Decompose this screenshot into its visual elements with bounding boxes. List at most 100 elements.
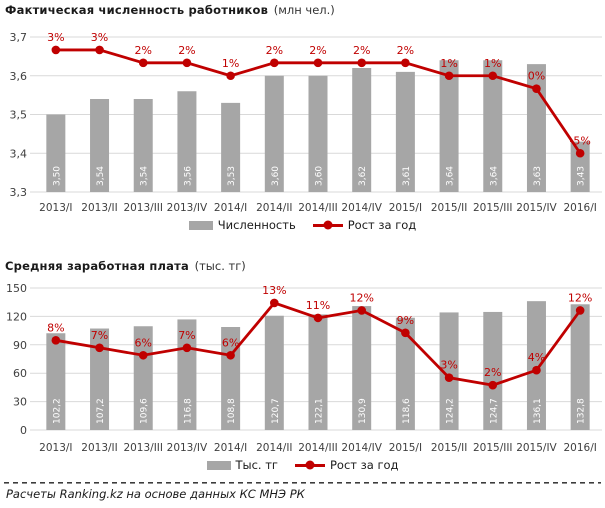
bar — [308, 314, 328, 430]
x-tick-label: 2013/II — [81, 442, 117, 454]
line-point — [51, 45, 61, 55]
line-point — [182, 58, 192, 68]
line-point — [270, 58, 279, 68]
line-point — [270, 298, 279, 308]
bar-value-label: 3,60 — [315, 166, 325, 186]
x-tick-label: 2013/I — [39, 202, 72, 214]
bar-value-label: 3,53 — [227, 166, 237, 186]
y-tick-label: 60 — [13, 367, 27, 380]
line-point — [51, 336, 61, 345]
percent-label: 12% — [568, 291, 592, 304]
line-legend-swatch — [312, 220, 343, 230]
x-tick-label: 2014/II — [256, 202, 292, 214]
bar-value-label: 116,8 — [183, 398, 193, 424]
line-point — [401, 328, 410, 338]
y-tick-label: 3,4 — [10, 147, 28, 160]
y-tick-label: 30 — [13, 396, 27, 409]
bar — [177, 319, 197, 430]
y-tick-label: 3,3 — [10, 186, 28, 199]
percent-label: 8% — [47, 321, 64, 334]
bar-value-label: 120,7 — [271, 398, 281, 424]
x-tick-label: 2014/III — [298, 442, 338, 454]
bar-value-label: 3,63 — [533, 166, 543, 186]
chart-title-text: Фактическая численность работников — [5, 3, 269, 17]
percent-label: 6% — [222, 336, 239, 349]
bar-value-label: 3,50 — [52, 166, 62, 186]
line-point — [488, 380, 498, 390]
x-tick-label: 2015/IV — [516, 442, 557, 454]
line-point — [532, 365, 541, 375]
bar-value-label: 3,54 — [140, 166, 150, 186]
bar-value-label: 136,1 — [533, 398, 543, 424]
percent-label: 2% — [397, 44, 414, 57]
bar — [133, 326, 153, 430]
bar-value-label: 3,54 — [96, 166, 106, 186]
y-tick-label: 3,6 — [10, 70, 28, 83]
percent-label: 2% — [309, 44, 326, 57]
salary-chart-legend: Тыс. тг Рост за год — [0, 458, 605, 472]
x-tick-label: 2015/I — [389, 202, 422, 214]
line-point — [357, 58, 366, 68]
bar — [264, 315, 284, 430]
line-legend-label: Рост за год — [347, 218, 417, 232]
line-legend-swatch — [294, 460, 325, 470]
y-tick-label: 3,5 — [10, 109, 28, 122]
percent-label: 3% — [91, 31, 108, 44]
bar — [264, 75, 284, 192]
salary-chart-title: Средняя заработная плата (тыс. тг) — [5, 259, 246, 273]
bar-legend-label: Тыс. тг — [235, 458, 278, 472]
percent-label: 1% — [440, 57, 457, 70]
x-tick-label: 2014/IV — [341, 202, 382, 214]
bar — [308, 75, 328, 192]
bar — [90, 99, 110, 192]
percent-label: 12% — [349, 291, 373, 304]
chart-title-unit: (млн чел.) — [273, 3, 335, 17]
line-point — [357, 306, 366, 315]
bar-value-label: 3,64 — [446, 166, 456, 186]
bar — [133, 99, 153, 192]
x-tick-label: 2014/II — [256, 442, 292, 454]
bar-value-label: 3,61 — [402, 166, 412, 186]
bar-value-label: 3,60 — [271, 166, 281, 186]
percent-label: 0% — [528, 70, 545, 83]
chart-title-unit: (тыс. тг) — [194, 259, 246, 273]
employees-chart-title: Фактическая численность работников (млн … — [5, 3, 335, 17]
percent-label: 2% — [135, 44, 152, 57]
bar — [46, 333, 66, 430]
y-tick-label: 0 — [20, 424, 27, 437]
x-tick-label: 2016/I — [563, 442, 596, 454]
bar-value-label: 118,6 — [402, 398, 412, 424]
line-point — [444, 373, 454, 382]
percent-label: 7% — [178, 329, 195, 342]
bar-value-label: 130,9 — [358, 398, 368, 424]
line-point — [401, 58, 410, 68]
line-point — [95, 343, 104, 353]
bar — [570, 141, 590, 192]
salary-chart: 150 120 90 60 30 0 102,2 107,2 109,6 116,8 108,8 12… — [6, 282, 602, 454]
bar-value-label: 3,62 — [358, 166, 368, 186]
percent-label: 1% — [484, 57, 501, 70]
percent-label: 4% — [528, 351, 545, 364]
x-tick-label: 2014/I — [214, 202, 247, 214]
bar — [570, 304, 590, 430]
x-tick-label: 2013/IV — [167, 442, 208, 454]
x-tick-label: 2015/III — [473, 202, 513, 214]
percent-label: 11% — [306, 299, 330, 312]
bar-value-label: 109,6 — [140, 398, 150, 424]
line-legend-dot-icon — [323, 220, 333, 230]
line-point — [95, 45, 104, 55]
x-tick-label: 2013/III — [123, 442, 163, 454]
bar-value-label: 102,2 — [52, 398, 62, 424]
bar-legend-swatch — [206, 460, 231, 470]
line-point — [313, 313, 323, 323]
bar-value-label: 3,43 — [577, 166, 587, 186]
percent-label: 3% — [440, 359, 457, 372]
bar — [221, 102, 241, 192]
y-tick-label: 120 — [6, 310, 27, 323]
bar — [483, 60, 503, 192]
line-point — [575, 306, 585, 315]
bar-value-label: 107,2 — [96, 398, 106, 424]
x-tick-label: 2013/I — [39, 442, 72, 454]
x-tick-label: 2016/I — [563, 202, 596, 214]
